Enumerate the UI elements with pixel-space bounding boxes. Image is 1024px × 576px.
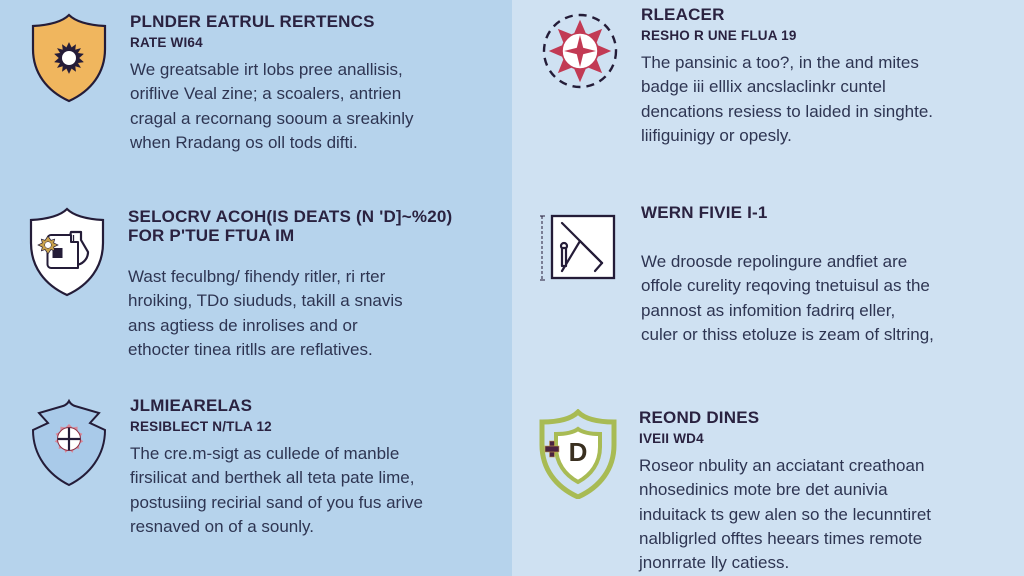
svg-text:D: D [569,437,588,467]
